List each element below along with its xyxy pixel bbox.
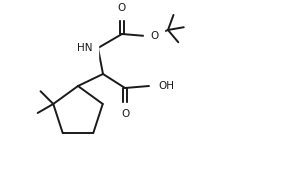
Text: OH: OH — [158, 81, 174, 91]
Text: O: O — [118, 3, 126, 13]
Text: O: O — [150, 31, 158, 41]
Text: O: O — [121, 109, 129, 119]
Text: HN: HN — [76, 43, 92, 53]
